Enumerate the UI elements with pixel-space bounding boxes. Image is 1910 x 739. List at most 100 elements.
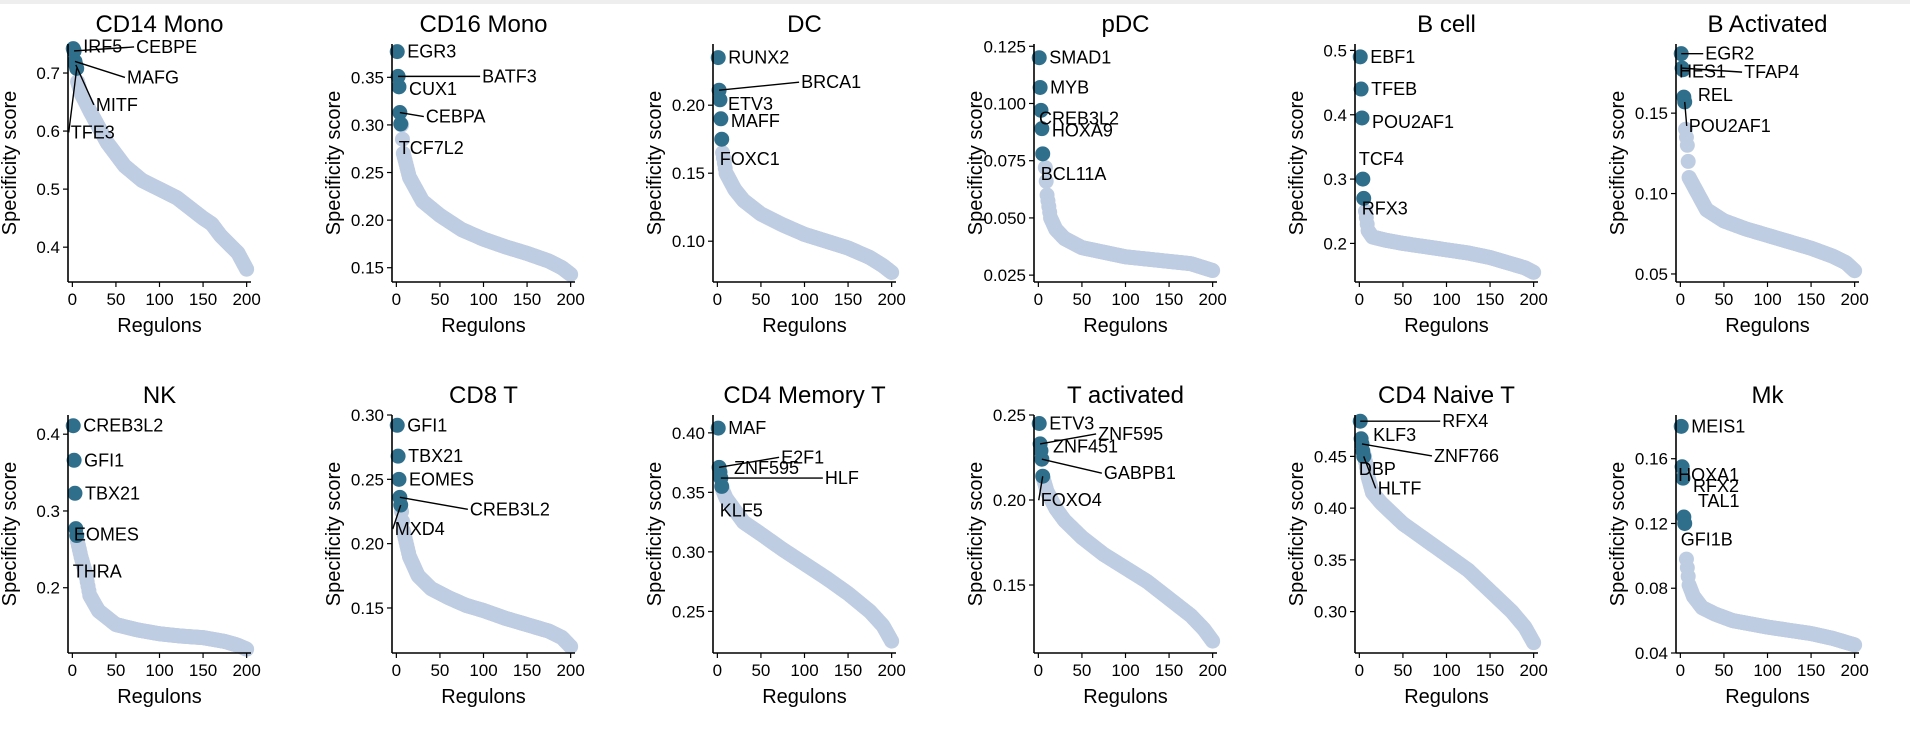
y-tick-label: 0.16: [1635, 450, 1668, 469]
x-tick-label: 100: [469, 661, 497, 680]
y-tick-label: 0.3: [1323, 170, 1347, 189]
panel-title: CD4 Memory T: [723, 382, 886, 409]
gene-label: RUNX2: [728, 48, 789, 68]
label-leader-line: [1041, 458, 1103, 474]
label-leader-line: [399, 111, 424, 118]
y-tick-label: 0.100: [983, 95, 1026, 114]
x-tick-label: 150: [189, 290, 217, 309]
y-tick-label: 0.2: [1323, 234, 1347, 253]
x-tick-label: 150: [834, 661, 862, 680]
x-tick-label: 0: [1676, 290, 1685, 309]
y-tick-label: 0.20: [351, 211, 384, 230]
gene-label: MITF: [96, 95, 138, 115]
x-tick-label: 0: [392, 290, 401, 309]
gene-label: REL: [1698, 85, 1733, 105]
x-tick-label: 50: [106, 661, 125, 680]
y-tick-label: 0.15: [1635, 104, 1668, 123]
gene-label: BRCA1: [801, 72, 861, 92]
panel-1: CD16 Mono EGR3 BATF3 CUX1 CEBPA TCF7L2 0.15 0.2…: [323, 11, 585, 337]
y-tick-label: 0.25: [993, 406, 1026, 425]
gene-label: DBP: [1359, 459, 1396, 479]
y-axis-title: Specificity score: [1607, 91, 1629, 236]
y-axis-title: Specificity score: [323, 462, 345, 607]
regulon-point: [1526, 264, 1542, 280]
x-axis-title: Regulons: [762, 315, 847, 337]
x-tick-label: 0: [713, 661, 722, 680]
y-axis-title: Specificity score: [1607, 462, 1629, 607]
y-tick-label: 0.075: [983, 152, 1026, 171]
x-tick-label: 150: [1155, 661, 1183, 680]
x-tick-label: 0: [1355, 661, 1364, 680]
y-tick-label: 0.04: [1635, 644, 1668, 663]
y-tick-label: 0.050: [983, 209, 1026, 228]
gene-label: ZNF595: [1098, 424, 1163, 444]
y-tick-label: 0.30: [1314, 603, 1347, 622]
gene-label: TCF4: [1359, 149, 1404, 169]
regulon-point: [1205, 633, 1221, 649]
panel-title: NK: [143, 382, 176, 409]
gene-label: MEIS1: [1691, 416, 1745, 436]
x-tick-label: 150: [513, 661, 541, 680]
x-tick-label: 200: [232, 661, 260, 680]
y-tick-label: 0.15: [351, 599, 384, 618]
highlighted-point: [710, 420, 726, 436]
x-tick-label: 100: [1111, 661, 1139, 680]
x-tick-label: 100: [790, 290, 818, 309]
y-tick-label: 0.10: [672, 232, 705, 251]
x-tick-label: 150: [834, 290, 862, 309]
gene-label: ZNF451: [1053, 437, 1118, 457]
y-tick-label: 0.6: [36, 122, 60, 141]
label-leader-line: [399, 496, 468, 511]
y-tick-label: 0.5: [36, 180, 60, 199]
gene-label: MAFF: [731, 111, 780, 131]
x-axis-title: Regulons: [117, 686, 202, 708]
highlighted-point: [1674, 459, 1690, 475]
x-tick-label: 200: [1198, 290, 1226, 309]
x-tick-label: 50: [1714, 661, 1733, 680]
y-tick-label: 0.25: [351, 164, 384, 183]
x-tick-label: 100: [1432, 661, 1460, 680]
x-tick-label: 100: [1753, 661, 1781, 680]
y-tick-label: 0.4: [1323, 106, 1347, 125]
y-tick-label: 0.7: [36, 64, 60, 83]
y-tick-label: 0.45: [1314, 447, 1347, 466]
highlighted-point: [1031, 50, 1047, 66]
y-tick-label: 0.125: [983, 37, 1026, 56]
x-tick-label: 100: [145, 661, 173, 680]
gene-label: CEBPA: [426, 107, 486, 127]
label-leader-line: [74, 60, 126, 79]
y-axis-title: Specificity score: [0, 462, 21, 607]
x-tick-label: 100: [790, 661, 818, 680]
x-tick-label: 150: [1155, 290, 1183, 309]
y-tick-label: 0.40: [1314, 499, 1347, 518]
label-leader-line: [68, 68, 78, 133]
gene-label: HOXA9: [1052, 121, 1113, 141]
gene-label: CREB3L2: [470, 499, 550, 519]
label-leader-line: [1039, 433, 1097, 445]
highlighted-point: [712, 92, 728, 108]
x-tick-label: 200: [877, 290, 905, 309]
panel-title: Mk: [1752, 382, 1785, 409]
x-tick-label: 0: [1034, 661, 1043, 680]
gene-label: SMAD1: [1049, 48, 1111, 68]
panel-title: B cell: [1417, 11, 1476, 38]
gene-label: RFX2: [1693, 476, 1739, 496]
y-tick-label: 0.15: [672, 164, 705, 183]
label-leader-line: [75, 64, 95, 106]
highlighted-point: [390, 448, 406, 464]
gene-label: MXD4: [395, 519, 445, 539]
x-tick-label: 150: [1797, 290, 1825, 309]
y-axis-title: Specificity score: [965, 91, 987, 236]
x-tick-label: 200: [1840, 290, 1868, 309]
regulon-point: [1680, 153, 1696, 169]
x-tick-label: 0: [1355, 290, 1364, 309]
panel-title: CD4 Naive T: [1378, 382, 1515, 409]
y-tick-label: 0.20: [993, 491, 1026, 510]
gene-label: TAL1: [1698, 491, 1740, 511]
y-tick-label: 0.35: [672, 483, 705, 502]
regulon-point: [394, 131, 410, 147]
gene-label: CUX1: [409, 79, 457, 99]
